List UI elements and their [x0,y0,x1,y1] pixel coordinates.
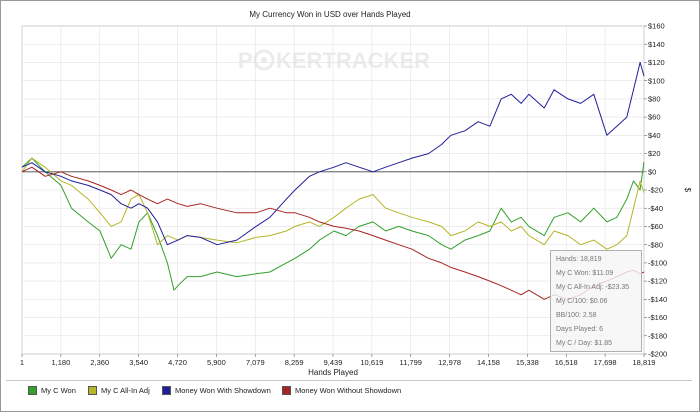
x-axis-labels: 1 1,180 2,360 3,540 4,720 5,900 7,079 8,259 9,43… [20,354,656,367]
y-tick-label: $100 [648,76,665,85]
legend-item-all-in-adj[interactable]: My C All-In Adj [88,386,150,395]
x-tick-label: 15,338 [516,358,539,367]
x-tick-label: 4,720 [168,358,187,367]
y-tick-label: $20 [648,149,661,158]
x-tick-label: 2,360 [90,358,109,367]
y-tick-label: $120 [648,58,665,67]
x-tick-label: 12,978 [438,358,461,367]
legend-swatch [28,386,37,395]
chart-title: My Currency Won in USD over Hands Played [249,10,411,19]
x-tick-label: 5,900 [207,358,226,367]
legend-label: My C Won [41,386,76,395]
x-tick-label: 18,819 [633,358,656,367]
y-tick-label: $80 [648,94,661,103]
watermark-logo: P KERTRACKER [238,48,430,73]
chart-plot: P KERTRACKER $160 $140 $120 $100 $80 $60 $40 $2… [20,22,692,377]
x-tick-label: 11,799 [400,358,422,367]
legend-label: My C All-In Adj [101,386,150,395]
tooltip-per-day: My C / Day: $1.85 [556,340,613,347]
tooltip-bb100: BB/100: 2.58 [556,312,597,319]
legend-item-without-showdown[interactable]: Money Won Without Showdown [282,386,401,395]
tooltip-per100: My C/100: $0.06 [556,298,608,305]
x-tick-label: 3,540 [129,358,148,367]
legend-swatch [162,386,171,395]
x-tick-label: 9,439 [324,358,343,367]
y-tick-label: -$20 [648,186,663,195]
x-tick-label: 10,619 [360,358,383,367]
legend-label: Money Won With Showdown [175,386,271,395]
y-tick-label: -$160 [648,313,667,322]
y-tick-label: -$40 [648,204,663,213]
svg-text:P: P [238,48,253,73]
y-tick-label: $0 [648,167,656,176]
x-tick-label: 14,158 [477,358,500,367]
y-tick-label: -$100 [648,258,667,267]
y-tick-label: -$80 [648,240,663,249]
x-tick-label: 8,259 [285,358,304,367]
x-tick-label: 16,518 [555,358,578,367]
legend-swatch [88,386,97,395]
chart-legend: My C Won My C All-In Adj Money Won With … [6,380,692,405]
tooltip-allin: My C All-In Adj: -$23.35 [556,284,630,291]
tooltip-days: Days Played: 6 [556,326,604,333]
x-axis-title: Hands Played [308,368,358,377]
y-tick-label: -$120 [648,277,667,286]
hover-tooltip: Hands: 18,819 My C Won: $11.09 My C All-… [550,250,642,352]
legend-label: Money Won Without Showdown [295,386,402,395]
y-axis-title: $ [683,188,692,193]
legend-item-with-showdown[interactable]: Money Won With Showdown [162,386,271,395]
legend-swatch [282,386,291,395]
x-tick-label: 17,698 [594,358,617,367]
legend-item-my-c-won[interactable]: My C Won [28,386,76,395]
y-tick-label: $60 [648,113,661,122]
tooltip-won: My C Won: $11.09 [556,270,614,277]
tooltip-hands: Hands: 18,819 [556,256,602,263]
y-tick-label: -$60 [648,222,663,231]
y-tick-label: $160 [648,22,665,31]
y-tick-label: -$140 [648,295,667,304]
x-tick-label: 1 [20,358,24,367]
y-tick-label: -$180 [648,331,667,340]
series-line-my-c-won [21,157,645,291]
x-tick-label: 7,079 [246,358,265,367]
series-line-money-won-with-showdown [21,61,645,246]
y-axis-labels: $160 $140 $120 $100 $80 $60 $40 $20 $0 -$20 -$40 -$… [644,22,667,359]
svg-text:KERTRACKER: KERTRACKER [276,48,430,73]
y-tick-label: $140 [648,40,665,49]
y-tick-label: $40 [648,131,661,140]
y-tick-label: -$200 [648,350,667,359]
x-tick-label: 1,180 [51,358,70,367]
